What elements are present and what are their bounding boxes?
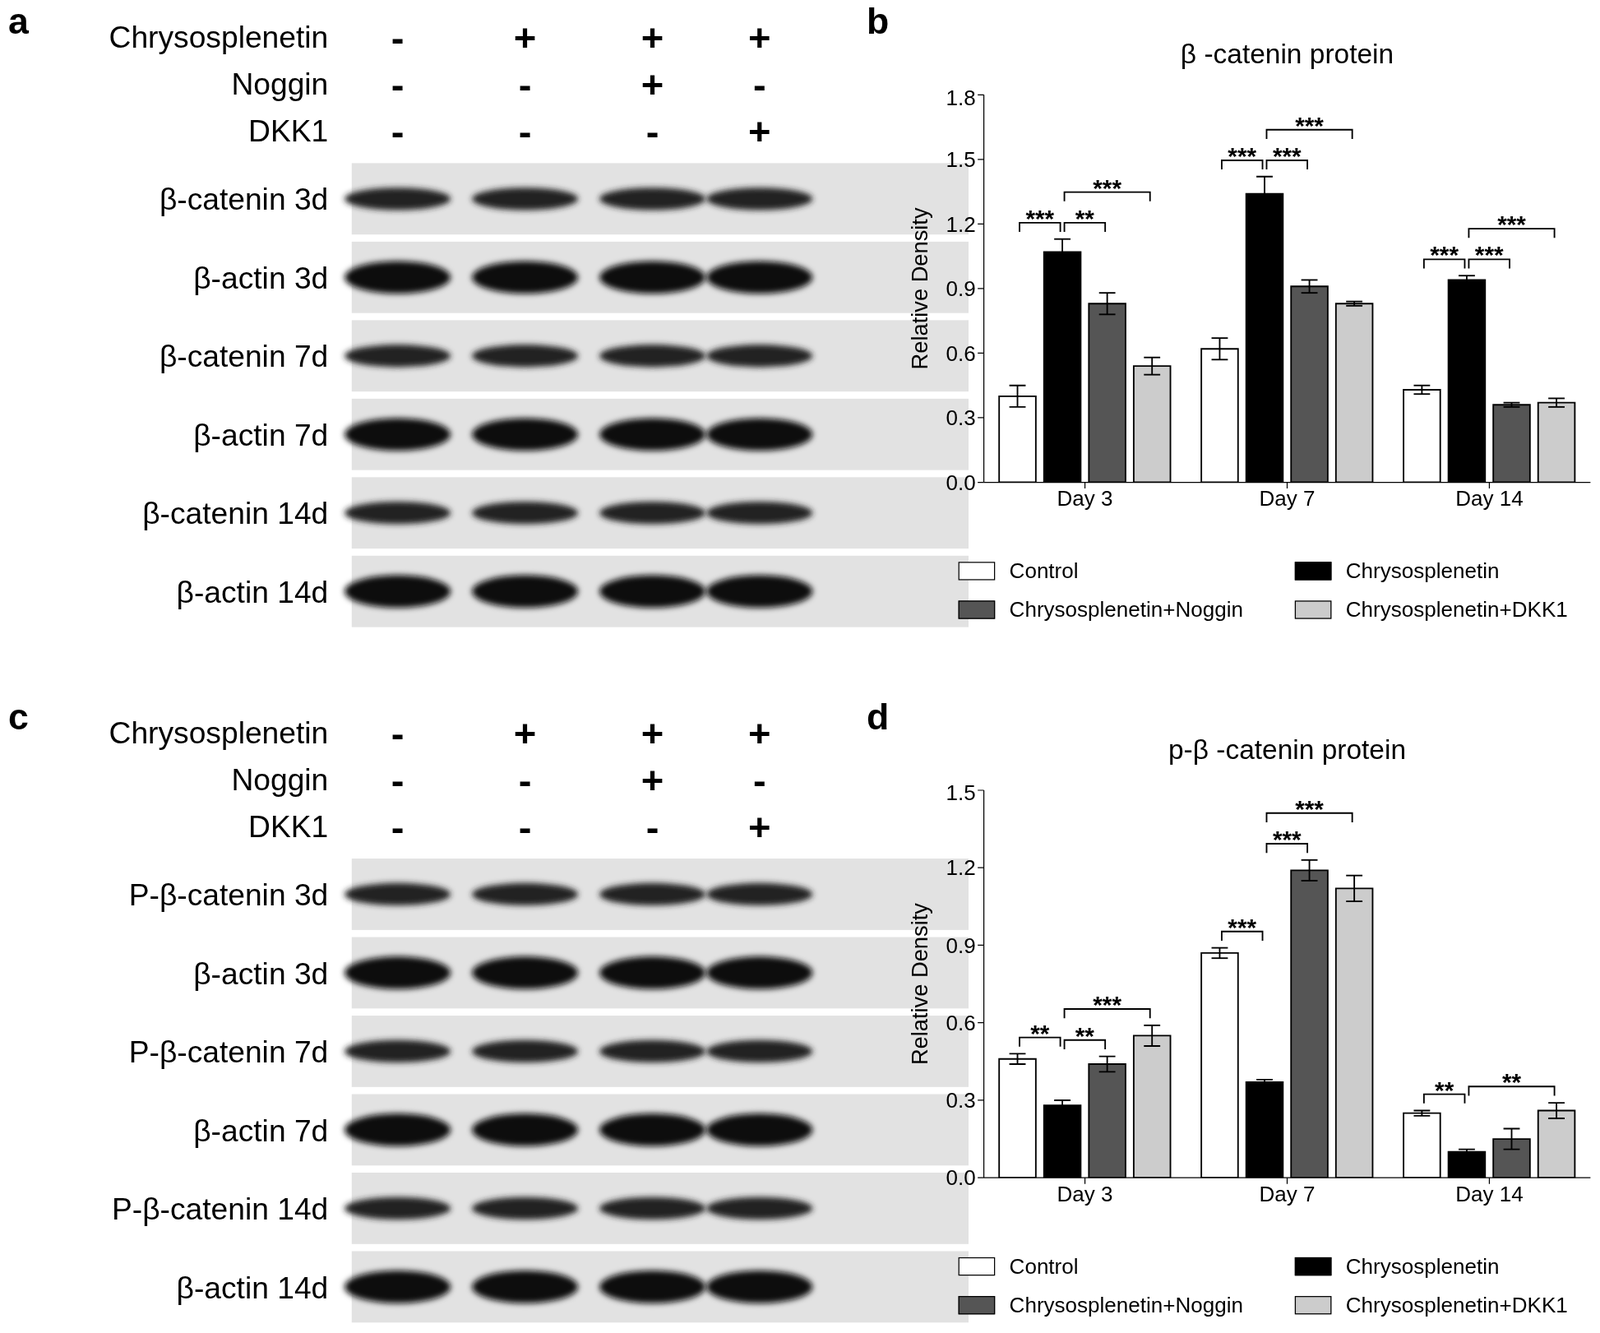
svg-text:**: ** (1434, 1076, 1455, 1104)
svg-text:β-actin 14d: β-actin 14d (176, 574, 329, 610)
svg-text:0.9: 0.9 (945, 276, 976, 301)
svg-text:***: *** (1227, 913, 1257, 941)
svg-text:***: *** (1497, 210, 1527, 238)
svg-text:**: ** (1075, 204, 1096, 232)
html-text:β -catenin protein: β -catenin protein (1180, 38, 1394, 70)
svg-text:Day 14: Day 14 (1455, 485, 1523, 511)
html-text:Noggin: Noggin (231, 762, 329, 797)
svg-text:Relative Density: Relative Density (906, 902, 933, 1065)
svg-text:1.8: 1.8 (945, 85, 976, 111)
svg-text:P-β-catenin 14d: P-β-catenin 14d (111, 1191, 329, 1226)
html-text:Chrysosplenetin: Chrysosplenetin (1345, 558, 1500, 583)
svg-text:0.9: 0.9 (945, 933, 976, 958)
html-text:Chrysosplenetin: Chrysosplenetin (1345, 1254, 1500, 1278)
svg-text:***: *** (1429, 240, 1459, 269)
html-text:d: d (866, 695, 890, 738)
svg-text:1.5: 1.5 (945, 780, 976, 805)
svg-text:0.3: 0.3 (945, 405, 976, 431)
svg-text:β-catenin 7d: β-catenin 7d (159, 338, 329, 374)
html-text:Control: Control (1009, 1254, 1079, 1278)
html-text:Chrysosplenetin: Chrysosplenetin (108, 715, 329, 750)
svg-text:β-actin 7d: β-actin 7d (193, 1113, 329, 1148)
svg-text:1.5: 1.5 (945, 147, 976, 172)
svg-text:Day 7: Day 7 (1258, 485, 1315, 511)
svg-text:0.0: 0.0 (945, 470, 976, 495)
svg-text:β-actin 14d: β-actin 14d (176, 1270, 329, 1305)
svg-text:β-actin 3d: β-actin 3d (193, 956, 329, 991)
html-text:a: a (8, 0, 29, 42)
svg-text:***: *** (1092, 174, 1122, 202)
svg-text:Day 7: Day 7 (1258, 1181, 1315, 1207)
svg-text:β-actin 3d: β-actin 3d (193, 260, 329, 296)
svg-text:0.0: 0.0 (945, 1165, 976, 1190)
html-text:p-β -catenin protein: p-β -catenin protein (1168, 734, 1407, 765)
svg-text:***: *** (1092, 990, 1122, 1018)
svg-text:0.6: 0.6 (945, 1010, 976, 1036)
svg-text:***: *** (1475, 240, 1504, 269)
svg-text:β-catenin 14d: β-catenin 14d (142, 495, 329, 531)
html-text:Chrysosplenetin+DKK1: Chrysosplenetin+DKK1 (1345, 1292, 1568, 1317)
svg-text:***: *** (1294, 111, 1324, 139)
html-text:Chrysosplenetin+Noggin: Chrysosplenetin+Noggin (1009, 597, 1244, 621)
svg-text:***: *** (1025, 204, 1055, 232)
html-text:DKK1: DKK1 (248, 114, 329, 148)
html-text:b: b (866, 0, 890, 42)
svg-text:***: *** (1272, 142, 1302, 170)
html-text:DKK1: DKK1 (248, 809, 329, 844)
svg-text:1.2: 1.2 (945, 212, 976, 237)
svg-text:Day 14: Day 14 (1455, 1181, 1523, 1207)
html-text:Chrysosplenetin: Chrysosplenetin (108, 20, 329, 55)
svg-text:***: *** (1227, 142, 1257, 170)
svg-text:***: *** (1294, 795, 1324, 823)
svg-text:0.3: 0.3 (945, 1087, 976, 1113)
html-text:Chrysosplenetin+Noggin: Chrysosplenetin+Noggin (1009, 1292, 1244, 1317)
html-text:Control: Control (1009, 558, 1079, 583)
svg-text:**: ** (1030, 1019, 1050, 1047)
svg-text:**: ** (1075, 1021, 1096, 1050)
svg-text:β-actin 7d: β-actin 7d (193, 417, 329, 453)
svg-text:Relative Density: Relative Density (906, 207, 933, 370)
svg-text:P-β-catenin 7d: P-β-catenin 7d (129, 1034, 329, 1069)
svg-text:**: ** (1502, 1068, 1522, 1096)
html-text:c: c (8, 695, 29, 738)
svg-text:1.2: 1.2 (945, 855, 976, 880)
svg-text:Day 3: Day 3 (1057, 1181, 1114, 1207)
svg-text:***: *** (1272, 825, 1302, 853)
html-text:Chrysosplenetin+DKK1: Chrysosplenetin+DKK1 (1345, 597, 1568, 621)
html-text:Noggin: Noggin (231, 67, 329, 101)
svg-text:P-β-catenin 3d: P-β-catenin 3d (129, 877, 329, 912)
svg-text:β-catenin 3d: β-catenin 3d (159, 181, 329, 217)
svg-text:Day 3: Day 3 (1057, 485, 1114, 511)
svg-text:0.6: 0.6 (945, 341, 976, 366)
